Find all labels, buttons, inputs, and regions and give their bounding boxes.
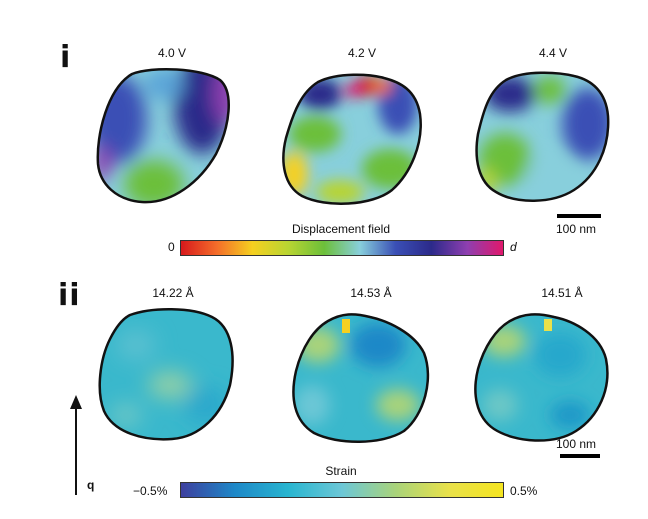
caption-4-0v: 4.0 V [157, 46, 187, 60]
scale-bar-row2 [560, 454, 600, 458]
caption-14-53: 14.53 Å [350, 286, 392, 300]
caption-14-22: 14.22 Å [152, 286, 194, 300]
q-axis-label: q [87, 478, 95, 492]
scale-bar-row1 [557, 214, 601, 218]
strain-map-14-53 [292, 313, 430, 443]
panel-label-i: i [60, 40, 72, 75]
displacement-map-4-2v [282, 73, 422, 205]
displacement-colorbar-max: d [510, 240, 517, 254]
strain-colorbar-max: 0.5% [510, 484, 538, 498]
caption-14-51: 14.51 Å [541, 286, 583, 300]
displacement-colorbar-min: 0 [168, 240, 175, 254]
strain-map-14-51 [474, 313, 609, 442]
q-axis-arrow [70, 395, 82, 495]
scale-label-row1: 100 nm [556, 222, 597, 236]
caption-4-4v: 4.4 V [538, 46, 568, 60]
displacement-map-4-4v [475, 71, 610, 202]
displacement-colorbar-title: Displacement field [291, 222, 391, 236]
strain-colorbar-title: Strain [325, 464, 357, 478]
displacement-map-4-0v [96, 67, 230, 204]
strain-map-14-22 [98, 308, 234, 441]
displacement-colorbar [180, 240, 504, 256]
panel-label-ii: ii [58, 278, 81, 313]
caption-4-2v: 4.2 V [347, 46, 377, 60]
strain-colorbar [180, 482, 504, 498]
strain-colorbar-min: −0.5% [133, 484, 168, 498]
scale-label-row2: 100 nm [556, 437, 597, 451]
